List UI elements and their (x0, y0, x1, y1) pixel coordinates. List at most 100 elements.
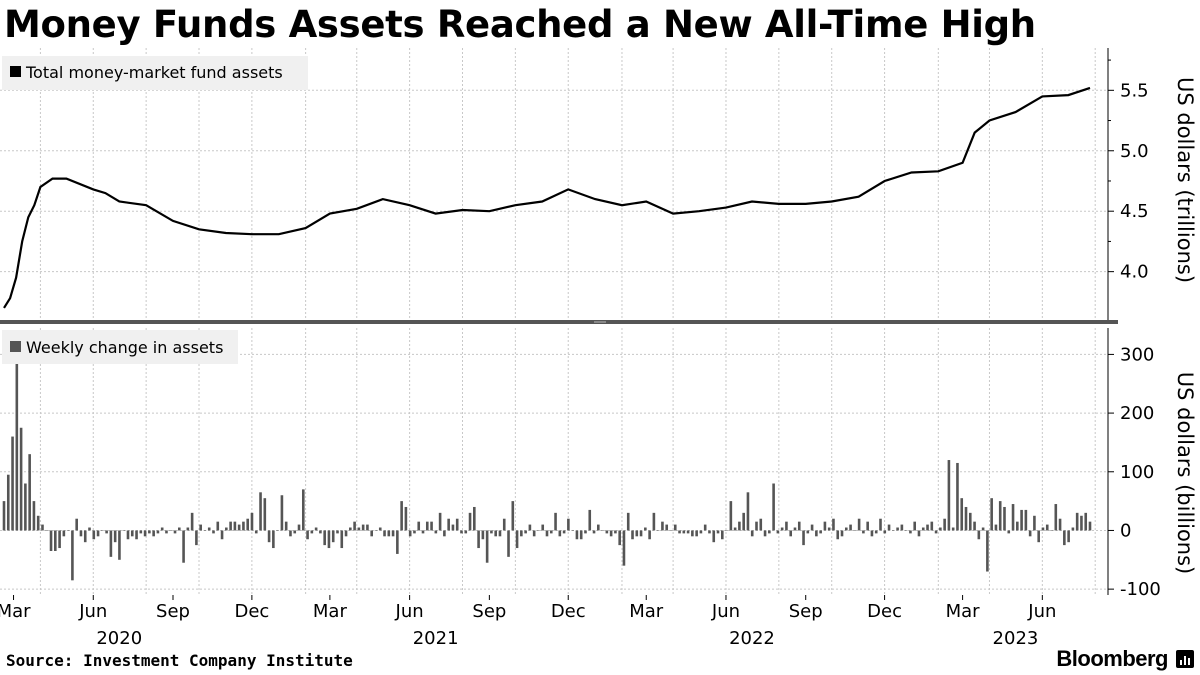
weekly-bar-97 (417, 521, 421, 531)
weekly-bar-191 (819, 530, 822, 534)
weekly-bar-8 (36, 515, 40, 531)
weekly-bar-208 (892, 530, 895, 531)
weekly-bar-200 (857, 518, 861, 531)
weekly-bar-103 (443, 530, 446, 537)
divider-bar (0, 320, 1118, 324)
x-tick-label-2: Sep (156, 601, 190, 622)
weekly-bar-66 (284, 521, 288, 531)
weekly-bar-24 (105, 530, 108, 534)
weekly-bar-192 (823, 521, 827, 531)
x-year-label-0: 2020 (96, 628, 142, 649)
weekly-bar-233 (998, 501, 1002, 531)
weekly-bar-193 (827, 527, 831, 531)
weekly-bar-175 (750, 530, 754, 537)
weekly-bar-65 (280, 495, 284, 531)
x-tick-label-4: Mar (313, 601, 348, 622)
weekly-bar-46 (199, 524, 202, 531)
weekly-bar-75 (323, 530, 326, 546)
bottom-panel-y-axis: -100 0 100 200 300 (1107, 328, 1161, 600)
weekly-bar-250 (1071, 527, 1075, 531)
weekly-bar-178 (763, 530, 767, 537)
weekly-bar-11 (49, 530, 53, 551)
weekly-bar-215 (921, 527, 925, 531)
weekly-bar-141 (605, 530, 609, 534)
weekly-bar-201 (862, 530, 865, 534)
weekly-bar-18 (79, 530, 83, 537)
weekly-bar-244 (1045, 524, 1049, 531)
weekly-bar-139 (597, 524, 600, 531)
top-panel-grid (0, 48, 1108, 320)
weekly-bar-82 (353, 521, 356, 531)
weekly-bar-117 (502, 518, 506, 531)
weekly-bar-174 (746, 492, 750, 531)
weekly-bar-143 (614, 530, 617, 534)
weekly-bar-163 (699, 530, 703, 534)
weekly-bar-126 (541, 524, 545, 531)
weekly-bar-4 (19, 427, 23, 531)
weekly-bar-161 (691, 530, 694, 537)
weekly-bar-56 (242, 521, 245, 531)
weekly-bar-32 (139, 530, 143, 534)
weekly-bar-60 (259, 492, 262, 531)
weekly-bar-221 (947, 460, 951, 531)
weekly-bar-118 (507, 530, 510, 557)
weekly-bar-64 (276, 530, 279, 531)
weekly-bar-129 (554, 512, 557, 531)
weekly-bar-159 (682, 530, 686, 534)
weekly-bar-115 (494, 530, 497, 537)
weekly-bar-48 (207, 527, 211, 531)
weekly-bar-28 (122, 530, 126, 531)
bottom-legend-label: Weekly change in assets (26, 338, 223, 357)
weekly-bar-37 (160, 527, 164, 531)
weekly-bar-223 (956, 462, 959, 531)
weekly-bar-196 (840, 530, 844, 537)
weekly-bar-85 (366, 524, 369, 531)
weekly-bar-52 (225, 527, 228, 531)
weekly-bar-220 (943, 518, 946, 531)
weekly-bar-88 (378, 527, 382, 531)
x-tick-label-3: Dec (234, 601, 269, 622)
x-tick-label-7: Dec (551, 601, 586, 622)
x-year-label-1: 2021 (413, 628, 459, 649)
top-y-axis-label: US dollars (trillions) (1173, 77, 1197, 283)
weekly-bar-249 (1067, 530, 1070, 543)
source-note: Source: Investment Company Institute (6, 651, 353, 670)
weekly-bar-120 (515, 530, 519, 549)
top-ytick-label-0: 4.0 (1120, 262, 1149, 283)
weekly-bar-188 (806, 530, 810, 534)
weekly-bar-14 (62, 530, 66, 537)
weekly-bar-189 (810, 524, 814, 531)
weekly-bar-167 (716, 530, 720, 534)
weekly-bar-100 (430, 521, 433, 531)
weekly-bar-245 (1050, 530, 1053, 531)
weekly-bar-95 (408, 530, 412, 537)
weekly-bar-124 (532, 530, 536, 537)
weekly-bar-107 (460, 530, 463, 534)
weekly-bar-84 (361, 524, 365, 531)
weekly-bar-180 (772, 483, 775, 531)
weekly-bar-140 (601, 530, 604, 531)
weekly-bar-45 (195, 530, 198, 546)
weekly-bar-229 (981, 527, 985, 531)
weekly-bar-53 (229, 521, 232, 531)
weekly-bar-168 (720, 530, 724, 540)
weekly-bar-104 (447, 518, 450, 531)
weekly-bar-31 (135, 530, 138, 540)
weekly-bar-112 (481, 530, 485, 540)
weekly-bar-218 (934, 530, 938, 534)
weekly-bar-21 (92, 530, 96, 540)
weekly-bar-16 (71, 530, 74, 581)
weekly-bar-228 (977, 530, 981, 540)
weekly-bar-251 (1075, 512, 1079, 531)
weekly-bar-195 (836, 530, 840, 540)
bot-ytick-label-4: 300 (1120, 344, 1154, 365)
weekly-bar-238 (1020, 509, 1023, 531)
weekly-bar-166 (712, 530, 716, 543)
x-tick-label-12: Mar (946, 601, 981, 622)
weekly-bar-55 (237, 524, 241, 531)
weekly-bar-211 (904, 530, 908, 531)
weekly-bar-122 (524, 530, 527, 534)
weekly-bar-69 (297, 524, 301, 531)
weekly-bar-241 (1033, 515, 1036, 531)
weekly-bar-186 (797, 521, 801, 531)
